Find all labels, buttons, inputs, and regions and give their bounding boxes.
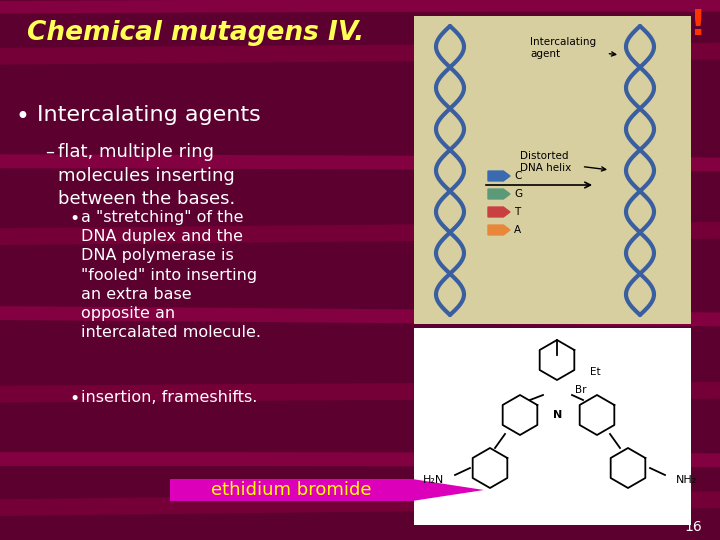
Text: •: • — [70, 210, 80, 228]
Text: A: A — [514, 225, 521, 235]
Text: G: G — [514, 189, 522, 199]
Text: T: T — [514, 207, 521, 217]
Text: •: • — [70, 390, 80, 408]
FancyArrow shape — [488, 171, 510, 181]
FancyBboxPatch shape — [414, 16, 691, 324]
Text: N: N — [554, 410, 562, 420]
FancyArrow shape — [488, 189, 510, 199]
FancyBboxPatch shape — [414, 328, 691, 525]
Text: NH₂: NH₂ — [676, 475, 697, 485]
Text: ethidium bromide: ethidium bromide — [211, 481, 372, 499]
Text: C: C — [514, 171, 521, 181]
Polygon shape — [170, 479, 484, 501]
Text: Chemical mutagens IV.: Chemical mutagens IV. — [27, 20, 364, 46]
Text: insertion, frameshifts.: insertion, frameshifts. — [81, 390, 257, 405]
Text: •: • — [16, 105, 30, 129]
FancyArrow shape — [488, 225, 510, 235]
Text: !: ! — [690, 8, 706, 42]
Text: –: – — [45, 143, 53, 161]
Text: a "stretching" of the
DNA duplex and the
DNA polymerase is
"fooled" into inserti: a "stretching" of the DNA duplex and the… — [81, 210, 261, 340]
Text: Br: Br — [575, 385, 587, 395]
Text: H₂N: H₂N — [423, 475, 444, 485]
FancyArrow shape — [488, 207, 510, 217]
Text: Intercalating agents: Intercalating agents — [37, 105, 261, 125]
Text: Distorted
DNA helix: Distorted DNA helix — [520, 151, 606, 173]
Text: 16: 16 — [684, 519, 702, 534]
Text: Intercalating
agent: Intercalating agent — [530, 37, 616, 59]
Text: Et: Et — [590, 367, 600, 377]
Text: flat, multiple ring
molecules inserting
between the bases.: flat, multiple ring molecules inserting … — [58, 143, 235, 208]
